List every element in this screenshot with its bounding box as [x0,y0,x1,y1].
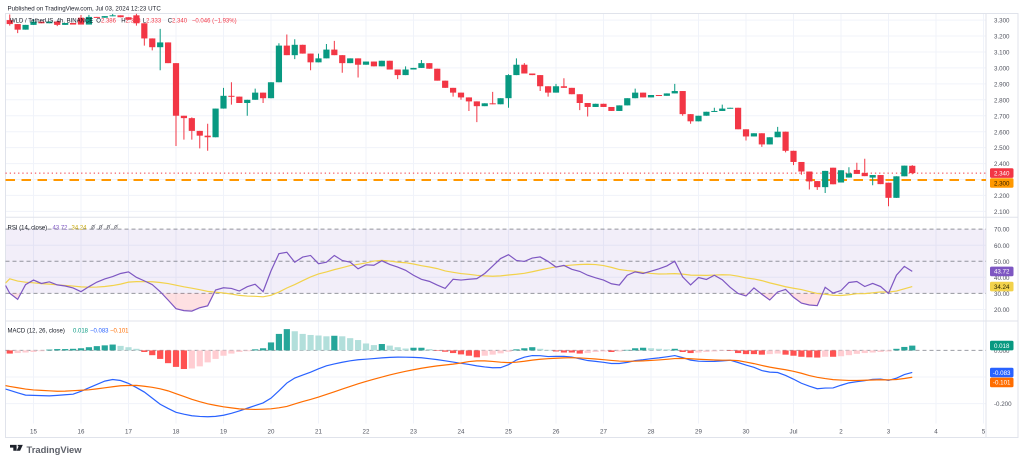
svg-text:0: 0 [114,225,118,231]
svg-text:24: 24 [458,429,465,436]
svg-text:-0.200: -0.200 [994,401,1012,408]
svg-text:0: 0 [107,225,111,231]
svg-text:L2.333: L2.333 [143,18,162,24]
svg-text:40.00: 40.00 [994,275,1010,282]
svg-text:0: 0 [99,225,103,231]
svg-text:34.24: 34.24 [994,284,1010,291]
svg-text:21: 21 [315,429,322,436]
svg-text:43.72: 43.72 [994,269,1010,276]
svg-text:25: 25 [505,429,512,436]
svg-text:23: 23 [410,429,417,436]
svg-text:Published on TradingView.com,: Published on TradingView.com, Jul 03, 20… [8,5,162,12]
svg-text:3.100: 3.100 [994,50,1010,57]
svg-text:28: 28 [648,429,655,436]
svg-text:16: 16 [78,429,85,436]
svg-text:30.00: 30.00 [994,291,1010,298]
svg-text:RSI (14, close): RSI (14, close) [8,225,48,231]
svg-text:Jul: Jul [790,429,798,436]
svg-text:20: 20 [268,429,275,436]
svg-text:60.00: 60.00 [994,243,1010,250]
svg-text:2.340: 2.340 [994,170,1010,177]
svg-text:30: 30 [743,429,750,436]
svg-text:2.100: 2.100 [994,209,1010,216]
svg-text:3.000: 3.000 [994,66,1010,73]
svg-text:70.00: 70.00 [994,227,1010,234]
svg-text:29: 29 [695,429,702,436]
svg-text:2.900: 2.900 [994,82,1010,89]
svg-text:50.00: 50.00 [994,259,1010,266]
svg-text:2.600: 2.600 [994,129,1010,136]
svg-text:17: 17 [125,429,132,436]
svg-text:3.300: 3.300 [994,18,1010,25]
svg-text:20.00: 20.00 [994,307,1010,314]
svg-text:26: 26 [553,429,560,436]
svg-text:3: 3 [887,429,891,436]
svg-text:3.200: 3.200 [994,34,1010,41]
svg-text:2.800: 2.800 [994,97,1010,104]
svg-text:C2.340: C2.340 [168,18,188,24]
svg-text:43.72: 43.72 [53,225,69,231]
svg-text:WLD / TetherUS, 4h, BINANCE: WLD / TetherUS, 4h, BINANCE [10,18,93,24]
svg-text:-0.101: -0.101 [993,380,1011,387]
svg-text:15: 15 [30,429,37,436]
svg-text:TradingView: TradingView [27,444,83,455]
svg-text:H2.388: H2.388 [121,18,141,24]
svg-text:4: 4 [934,429,938,436]
svg-text:0.000: 0.000 [994,348,1010,355]
svg-text:O2.386: O2.386 [96,18,116,24]
svg-text:18: 18 [173,429,180,436]
svg-text:2.500: 2.500 [994,145,1010,152]
svg-text:0.018: 0.018 [994,343,1010,350]
svg-text:-0.083: -0.083 [993,370,1011,377]
svg-text:27: 27 [600,429,607,436]
svg-text:2.700: 2.700 [994,113,1010,120]
svg-text:19: 19 [220,429,227,436]
svg-text:34.24: 34.24 [72,225,88,231]
svg-text:−0.083: −0.083 [90,329,109,335]
svg-text:2.400: 2.400 [994,161,1010,168]
svg-text:2: 2 [839,429,843,436]
svg-text:−0.046 (−1.93%): −0.046 (−1.93%) [192,18,237,24]
svg-text:−0.101: −0.101 [110,329,129,335]
svg-text:5: 5 [982,429,986,436]
svg-text:22: 22 [363,429,370,436]
svg-text:2.300: 2.300 [994,180,1010,187]
svg-text:2.200: 2.200 [994,193,1010,200]
svg-text:0.018: 0.018 [73,329,89,335]
svg-text:0: 0 [91,225,95,231]
svg-text:MACD (12, 26, close): MACD (12, 26, close) [8,329,65,335]
